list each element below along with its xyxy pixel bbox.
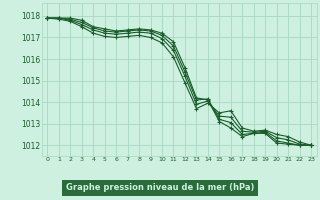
Text: Graphe pression niveau de la mer (hPa): Graphe pression niveau de la mer (hPa): [66, 184, 254, 192]
